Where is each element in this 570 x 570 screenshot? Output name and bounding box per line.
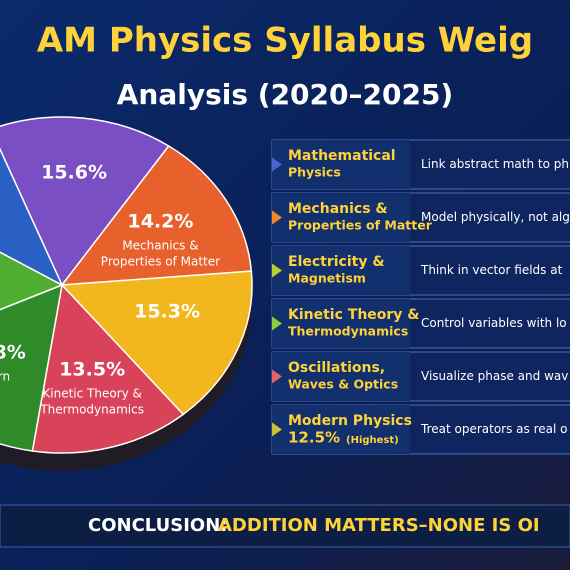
- topic-tip: Control variables with lo: [421, 316, 567, 330]
- row-arrow: [272, 316, 282, 331]
- pie-slice: [0, 251, 64, 311]
- topic-name: Mathematical: [288, 148, 396, 164]
- topic-name: Waves & Optics: [288, 377, 398, 392]
- slice-value-label: 15.8%: [0, 342, 26, 364]
- slice-name: Properties of Matter: [101, 255, 220, 269]
- topic-name: Magnetism: [288, 271, 366, 286]
- topic-tip: Model physically, not alg: [421, 210, 570, 224]
- topic-tip: Think in vector fields at: [420, 263, 563, 277]
- slice-value-label: 13.5%: [59, 359, 125, 381]
- topic-name: Kinetic Theory &: [288, 307, 420, 323]
- topic-name: Mechanics &: [288, 201, 388, 217]
- topic-highlight-note: (Highest): [346, 435, 399, 446]
- slice-name: Mechanics &: [122, 239, 198, 253]
- topic-tip: Visualize phase and wav: [421, 369, 568, 383]
- topic-name: Physics: [288, 165, 341, 180]
- pie-chart: 15.6% 14.2% Mechanics & Properties of Matte…: [0, 116, 253, 471]
- row-arrow: [272, 210, 282, 225]
- title: AM Physics Syllabus Weig: [37, 21, 533, 61]
- row-arrow: [272, 422, 282, 437]
- topic-cell: [272, 405, 410, 454]
- topic-cell: [272, 246, 410, 295]
- pie-slice: [60, 270, 253, 416]
- topic-name: Oscillations,: [288, 360, 385, 376]
- topic-name: Modern Physics: [288, 413, 412, 429]
- topic-highlight: 12.5%: [288, 429, 340, 447]
- topic-name: Electricity &: [288, 254, 385, 270]
- slice-value-label: 15.3%: [134, 301, 200, 323]
- topic-tip: Link abstract math to ph: [421, 157, 569, 171]
- slice-name: Thermodynamics: [39, 403, 144, 417]
- topic-cell: [272, 140, 410, 189]
- row-arrow: [272, 369, 282, 384]
- pie-slice: [31, 283, 185, 454]
- pie-slice: [0, 116, 170, 287]
- topic-cell: [272, 299, 410, 348]
- topic-name: Thermodynamics: [288, 324, 408, 339]
- topic-name: Properties of Matter: [288, 218, 433, 233]
- conclusion-bar: [0, 504, 570, 548]
- conclusion-label: CONCLUSION:: [88, 515, 227, 536]
- slice-name: Kinetic Theory &: [42, 387, 142, 401]
- topic-cell: [272, 352, 410, 401]
- conclusion-text: ADDITION MATTERS–NONE IS OI: [218, 515, 540, 536]
- row-arrow: [272, 263, 282, 278]
- topic-tip: Treat operators as real o: [420, 422, 567, 436]
- row-arrow: [272, 157, 282, 172]
- slice-name: odern: [0, 370, 10, 384]
- subtitle: Analysis (2020–2025): [117, 78, 453, 111]
- pie-slice: [60, 144, 253, 286]
- pie-slice: [0, 283, 63, 452]
- slice-value-label: 15.6%: [41, 161, 107, 183]
- pie-slice: [0, 147, 64, 287]
- topic-cell: [272, 193, 410, 242]
- slice-value-label: 14.2%: [127, 211, 193, 233]
